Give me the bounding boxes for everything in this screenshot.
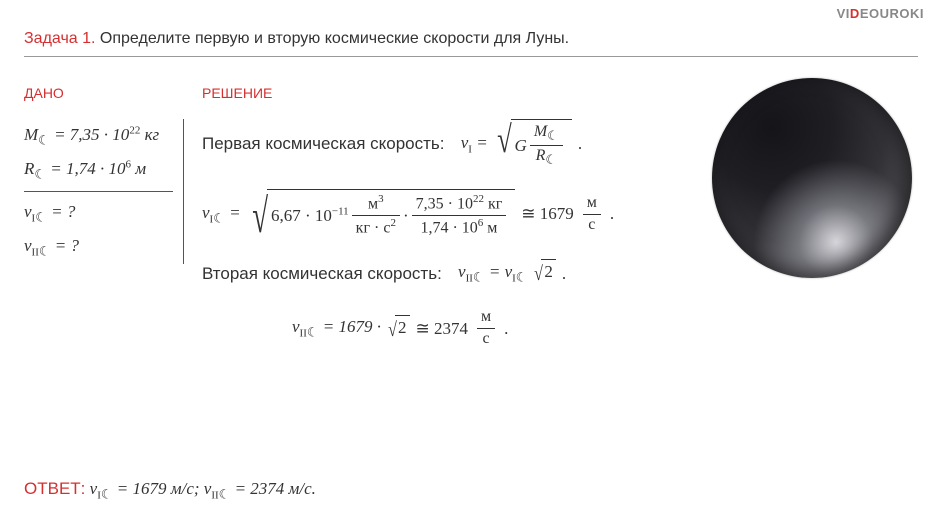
- line1-frac: M☾ R☾: [530, 122, 563, 169]
- line2-unitfrac: м3 кг · с2: [352, 192, 400, 239]
- line2-resultfrac: м с: [583, 193, 601, 236]
- answer-line: ОТВЕТ: vI☾ = 1679 м/с; vII☾ = 2374 м/с.: [24, 479, 316, 502]
- moon-image: [712, 78, 912, 278]
- given-divider: [24, 191, 173, 192]
- wm-post: EOUROK: [860, 6, 920, 21]
- line1-intro: Первая космическая скорость:: [202, 132, 444, 156]
- line3-sqrt: √2: [533, 259, 555, 287]
- answer-values: vI☾ = 1679 м/с; vII☾ = 2374 м/с.: [90, 479, 316, 498]
- wm-tail: I: [920, 6, 924, 21]
- given-column: ДАНО M☾ = 7,35 · 1022 кг R☾ = 1,74 · 106…: [24, 85, 184, 264]
- watermark-logo: VIDEOUROKI: [837, 6, 924, 21]
- line4-approx: ≅ 2374: [416, 317, 469, 341]
- line1-lhs: vI =: [461, 131, 488, 158]
- problem-label: Задача 1.: [24, 30, 95, 47]
- given-radius: R☾ = 1,74 · 106 м: [24, 153, 173, 187]
- line2-dot: ·: [403, 204, 409, 228]
- line1-G: G: [515, 134, 527, 158]
- answer-label: ОТВЕТ:: [24, 479, 85, 498]
- line4-end: .: [504, 317, 508, 341]
- line4-resultfrac: м с: [477, 307, 495, 350]
- given-block: M☾ = 7,35 · 1022 кг R☾ = 1,74 · 106 м vI…: [24, 119, 184, 264]
- given-v1: vI☾ = ?: [24, 196, 173, 230]
- line2-lhs: vI☾ =: [202, 201, 241, 228]
- given-heading: ДАНО: [24, 85, 184, 101]
- line4-lhs: vII☾ = 1679 ·: [292, 315, 381, 342]
- line2-end: .: [610, 202, 614, 226]
- line1-end: .: [578, 132, 582, 156]
- given-v2: vII☾ = ?: [24, 230, 173, 264]
- line2-const: 6,67 · 10−11: [271, 204, 349, 228]
- line2-valfrac: 7,35 · 1022 кг 1,74 · 106 м: [412, 192, 507, 239]
- line1-sqrt: √ G M☾ R☾: [494, 119, 572, 169]
- problem-heading: Задача 1. Определите первую и вторую кос…: [24, 30, 918, 57]
- wm-red: D: [850, 6, 860, 21]
- given-mass: M☾ = 7,35 · 1022 кг: [24, 119, 173, 153]
- line3-intro: Вторая космическая скорость:: [202, 262, 442, 286]
- line3-end: .: [562, 262, 566, 286]
- line2-approx: ≅ 1679: [521, 202, 574, 226]
- line4-sqrt: √2: [387, 315, 409, 343]
- line3-eq: vII☾ = vI☾: [458, 260, 527, 287]
- problem-text: Определите первую и вторую космические с…: [100, 30, 569, 47]
- line2-sqrt: √ 6,67 · 10−11 м3 кг · с2 · 7,35 · 1022 …: [247, 189, 516, 239]
- wm-pre: VI: [837, 6, 850, 21]
- solution-line-4: vII☾ = 1679 · √2 ≅ 2374 м с .: [292, 307, 918, 350]
